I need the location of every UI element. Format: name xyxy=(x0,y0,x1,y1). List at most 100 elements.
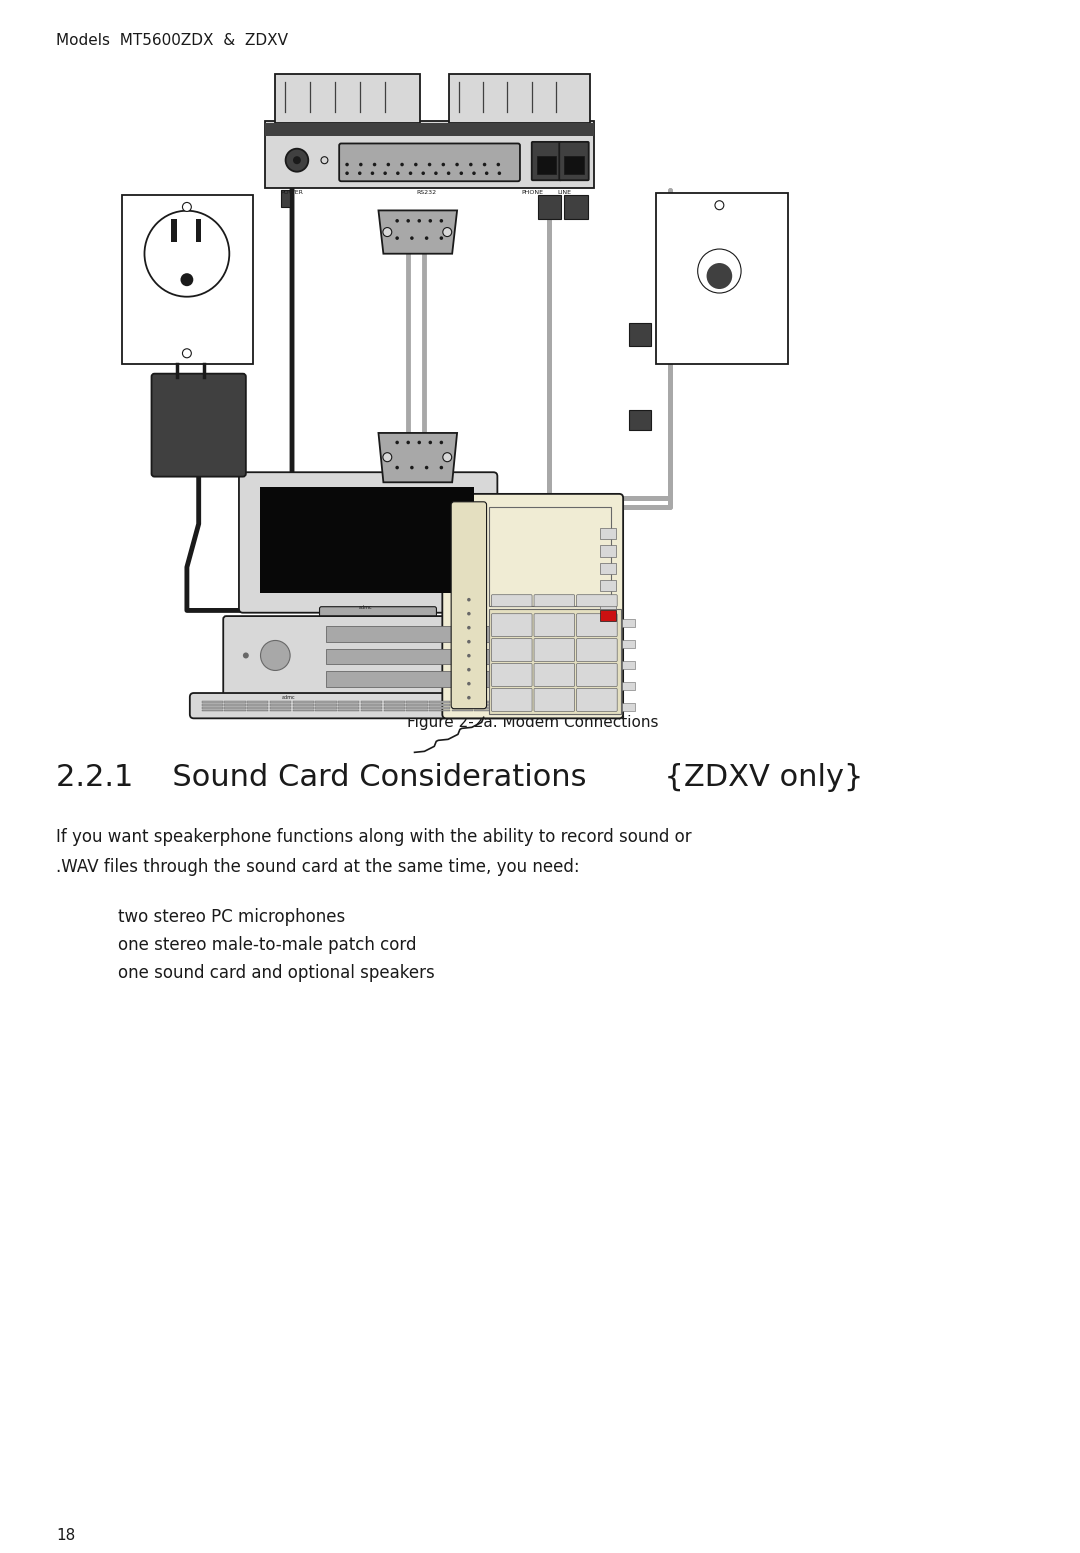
Bar xyxy=(202,700,222,704)
FancyBboxPatch shape xyxy=(534,613,575,637)
Bar xyxy=(315,707,337,708)
FancyBboxPatch shape xyxy=(559,141,589,180)
Polygon shape xyxy=(378,210,457,253)
FancyBboxPatch shape xyxy=(443,494,623,719)
Circle shape xyxy=(698,248,741,294)
Circle shape xyxy=(497,163,500,166)
Circle shape xyxy=(260,640,291,671)
Bar xyxy=(599,545,617,558)
FancyBboxPatch shape xyxy=(564,194,588,219)
Bar xyxy=(497,710,518,711)
Circle shape xyxy=(706,262,732,289)
Circle shape xyxy=(387,163,390,166)
Bar xyxy=(225,707,245,708)
Bar xyxy=(406,704,428,705)
Bar xyxy=(361,710,382,711)
Bar xyxy=(622,640,635,648)
Bar xyxy=(497,700,518,704)
Circle shape xyxy=(440,466,443,469)
Bar xyxy=(599,610,617,621)
Text: LINE: LINE xyxy=(557,191,571,196)
Bar xyxy=(429,707,450,708)
FancyBboxPatch shape xyxy=(531,141,562,180)
FancyBboxPatch shape xyxy=(534,638,575,662)
Bar xyxy=(338,710,360,711)
FancyBboxPatch shape xyxy=(339,143,519,182)
Circle shape xyxy=(421,171,426,175)
Bar xyxy=(489,609,621,714)
Bar xyxy=(315,700,337,704)
Bar xyxy=(270,710,292,711)
Text: Models  MT5600ZDX  &  ZDXV: Models MT5600ZDX & ZDXV xyxy=(56,33,288,48)
Bar xyxy=(315,710,337,711)
FancyBboxPatch shape xyxy=(320,607,436,627)
Bar xyxy=(429,704,450,705)
Bar xyxy=(202,710,222,711)
Text: Figure 2-2a. Modem Connections: Figure 2-2a. Modem Connections xyxy=(407,714,659,730)
Text: If you want speakerphone functions along with the ability to record sound or: If you want speakerphone functions along… xyxy=(56,828,692,846)
Circle shape xyxy=(357,171,362,175)
Bar xyxy=(270,704,292,705)
Circle shape xyxy=(383,171,387,175)
Bar xyxy=(247,707,269,708)
Circle shape xyxy=(483,163,486,166)
FancyBboxPatch shape xyxy=(577,663,617,686)
Bar xyxy=(247,704,269,705)
Circle shape xyxy=(346,163,349,166)
FancyBboxPatch shape xyxy=(577,688,617,711)
FancyBboxPatch shape xyxy=(239,472,498,613)
Circle shape xyxy=(418,441,421,444)
Bar xyxy=(361,704,382,705)
Circle shape xyxy=(442,163,445,166)
Polygon shape xyxy=(378,433,457,483)
Circle shape xyxy=(440,236,443,239)
Circle shape xyxy=(396,171,400,175)
Bar xyxy=(259,488,474,593)
Bar xyxy=(599,562,617,575)
Bar xyxy=(171,219,177,242)
Bar xyxy=(202,707,222,708)
Circle shape xyxy=(406,441,410,444)
Text: POWER: POWER xyxy=(281,191,303,196)
Circle shape xyxy=(370,171,375,175)
Bar xyxy=(599,528,617,539)
Bar xyxy=(383,700,405,704)
Bar xyxy=(406,700,428,704)
FancyBboxPatch shape xyxy=(491,663,532,686)
FancyBboxPatch shape xyxy=(122,194,253,363)
FancyBboxPatch shape xyxy=(491,595,532,607)
Circle shape xyxy=(467,682,471,685)
FancyBboxPatch shape xyxy=(491,638,532,662)
FancyBboxPatch shape xyxy=(190,693,531,719)
Circle shape xyxy=(428,163,431,166)
Circle shape xyxy=(429,219,432,222)
Circle shape xyxy=(359,163,363,166)
FancyBboxPatch shape xyxy=(577,595,617,607)
Circle shape xyxy=(467,654,471,657)
Bar xyxy=(326,626,503,641)
Circle shape xyxy=(395,466,399,469)
Bar xyxy=(383,710,405,711)
Bar xyxy=(383,707,405,708)
Circle shape xyxy=(406,219,410,222)
Circle shape xyxy=(145,211,229,297)
FancyBboxPatch shape xyxy=(266,121,594,188)
Bar xyxy=(383,704,405,705)
Circle shape xyxy=(424,466,429,469)
Circle shape xyxy=(467,640,471,643)
Bar xyxy=(451,707,473,708)
Circle shape xyxy=(467,598,471,601)
Bar xyxy=(326,671,503,686)
Bar xyxy=(474,707,496,708)
Circle shape xyxy=(472,171,476,175)
FancyBboxPatch shape xyxy=(656,193,788,363)
Bar xyxy=(474,710,496,711)
Circle shape xyxy=(456,163,459,166)
Text: 2.2.1    Sound Card Considerations        {ZDXV only}: 2.2.1 Sound Card Considerations {ZDXV on… xyxy=(56,763,864,792)
Circle shape xyxy=(395,236,399,239)
Bar xyxy=(451,704,473,705)
Text: PHONE: PHONE xyxy=(522,191,543,196)
FancyBboxPatch shape xyxy=(534,663,575,686)
Circle shape xyxy=(401,163,404,166)
Circle shape xyxy=(183,202,191,211)
